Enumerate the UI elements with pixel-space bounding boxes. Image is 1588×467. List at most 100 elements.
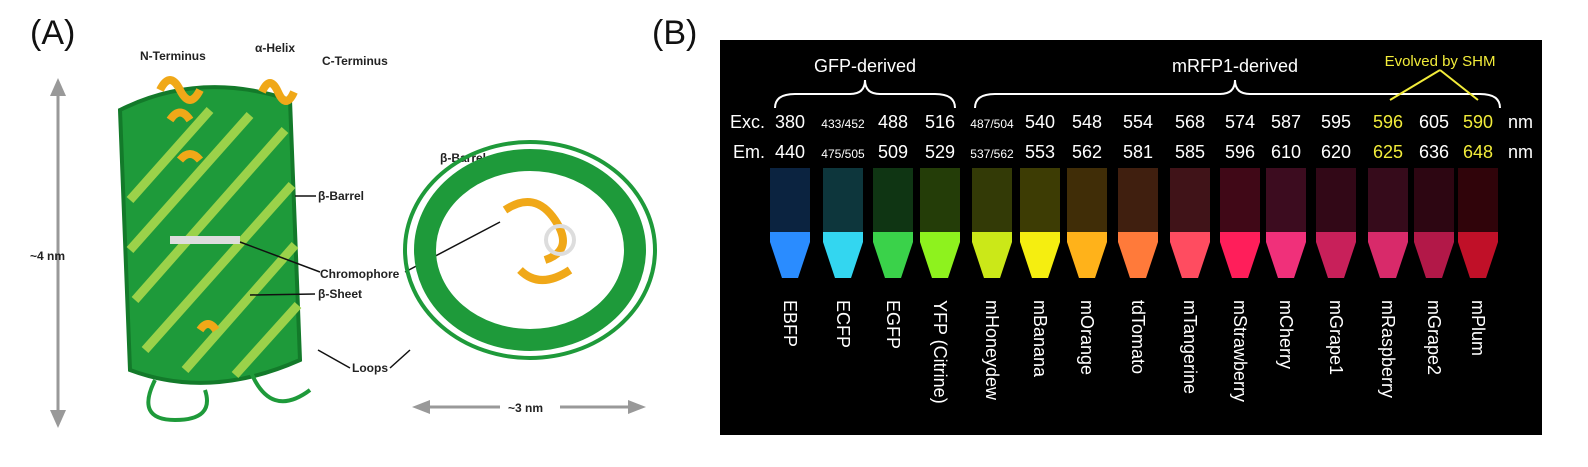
group-label: Evolved by SHM — [1385, 53, 1496, 70]
tube — [1266, 168, 1306, 278]
panel-label: (A) — [30, 14, 75, 52]
protein-name: mPlum — [1468, 300, 1488, 356]
emission: 537/562 — [970, 147, 1014, 161]
beta-strands — [126, 107, 302, 379]
excitation: 548 — [1072, 112, 1102, 132]
tube — [1118, 168, 1158, 278]
loops — [146, 369, 312, 423]
tube — [770, 168, 810, 278]
protein-name: mBanana — [1030, 300, 1050, 378]
tube — [1020, 168, 1060, 278]
row-label: Exc. — [730, 112, 765, 132]
excitation: 605 — [1419, 112, 1449, 132]
excitation: 516 — [925, 112, 955, 132]
emission: 553 — [1025, 142, 1055, 162]
bracket — [774, 79, 956, 109]
tube-liquid — [1118, 232, 1158, 278]
annotation: α-Helix — [255, 41, 295, 55]
helices — [156, 76, 298, 333]
excitation: 595 — [1321, 112, 1351, 132]
tube-liquid — [972, 232, 1012, 278]
excitation: 574 — [1225, 112, 1255, 132]
arrow-head — [628, 400, 646, 414]
emission: 581 — [1123, 142, 1153, 162]
group-label: mRFP1-derived — [1172, 56, 1298, 76]
tube-liquid — [873, 232, 913, 278]
excitation: 487/504 — [970, 117, 1014, 131]
tube — [873, 168, 913, 278]
tube-liquid — [823, 232, 863, 278]
tube-liquid — [1170, 232, 1210, 278]
excitation: 433/452 — [821, 117, 865, 131]
emission: 440 — [775, 142, 805, 162]
protein-name: tdTomato — [1128, 300, 1148, 374]
protein-name: mTangerine — [1180, 300, 1200, 394]
tube — [1458, 168, 1498, 278]
protein-name: mCherry — [1276, 300, 1296, 369]
protein-name: mGrape2 — [1424, 300, 1444, 375]
annotation: N-Terminus — [140, 49, 206, 63]
emission: 648 — [1463, 142, 1493, 162]
annotation: ~4 nm — [30, 249, 65, 263]
emission: 509 — [878, 142, 908, 162]
protein-name: mRaspberry — [1378, 300, 1398, 398]
annotation: Loops — [352, 361, 388, 375]
arrow-head — [50, 410, 66, 428]
tube-liquid — [1368, 232, 1408, 278]
tube-liquid — [920, 232, 960, 278]
panel-a: (A) N-Terminus α-Helix C-Terminus β-Barr… — [30, 14, 657, 428]
tube — [972, 168, 1012, 278]
excitation: 568 — [1175, 112, 1205, 132]
annotation: Chromophore — [320, 267, 400, 281]
arrow-head — [50, 78, 66, 96]
group-label: GFP-derived — [814, 56, 916, 76]
tube — [823, 168, 863, 278]
excitation: 590 — [1463, 112, 1493, 132]
tube-liquid — [1316, 232, 1356, 278]
excitation: 554 — [1123, 112, 1153, 132]
bracket — [974, 79, 1501, 109]
tube-liquid — [1067, 232, 1107, 278]
barrel-top — [403, 140, 657, 360]
emission: 620 — [1321, 142, 1351, 162]
protein-name: ECFP — [833, 300, 853, 348]
excitation: 540 — [1025, 112, 1055, 132]
helices — [502, 198, 573, 284]
emission: 610 — [1271, 142, 1301, 162]
arrow-head — [412, 400, 430, 414]
tube — [1067, 168, 1107, 278]
tube — [1316, 168, 1356, 278]
emission: 475/505 — [821, 147, 865, 161]
tube-liquid — [1266, 232, 1306, 278]
protein-name: EGFP — [883, 300, 903, 349]
annotation: ~3 nm — [508, 401, 543, 415]
protein-name: mStrawberry — [1230, 300, 1250, 402]
protein-name: mGrape1 — [1326, 300, 1346, 375]
tube-liquid — [1220, 232, 1260, 278]
annotation: β-Sheet — [318, 287, 362, 301]
protein-name: YFP (Citrine) — [930, 300, 950, 404]
protein-name: EBFP — [780, 300, 800, 347]
annotation: C-Terminus — [322, 54, 388, 68]
tube-liquid — [1414, 232, 1454, 278]
emission: 596 — [1225, 142, 1255, 162]
tube — [920, 168, 960, 278]
panel-b: (B) GFP-derived mRFP1-derived Evolved by… — [652, 14, 1542, 435]
tube-liquid — [1020, 232, 1060, 278]
excitation: 596 — [1373, 112, 1403, 132]
unit: nm — [1508, 142, 1533, 162]
row-label: Em. — [733, 142, 765, 162]
protein-name: mHoneydew — [982, 300, 1002, 401]
emission: 636 — [1419, 142, 1449, 162]
tube-liquid — [770, 232, 810, 278]
barrel-top — [414, 149, 646, 351]
pointer — [1389, 69, 1441, 101]
emission: 585 — [1175, 142, 1205, 162]
annotation: β-Barrel — [318, 189, 364, 203]
tube-liquid — [1458, 232, 1498, 278]
emission: 529 — [925, 142, 955, 162]
chromophore — [544, 224, 576, 256]
pointer — [1439, 69, 1479, 101]
tube — [1414, 168, 1454, 278]
